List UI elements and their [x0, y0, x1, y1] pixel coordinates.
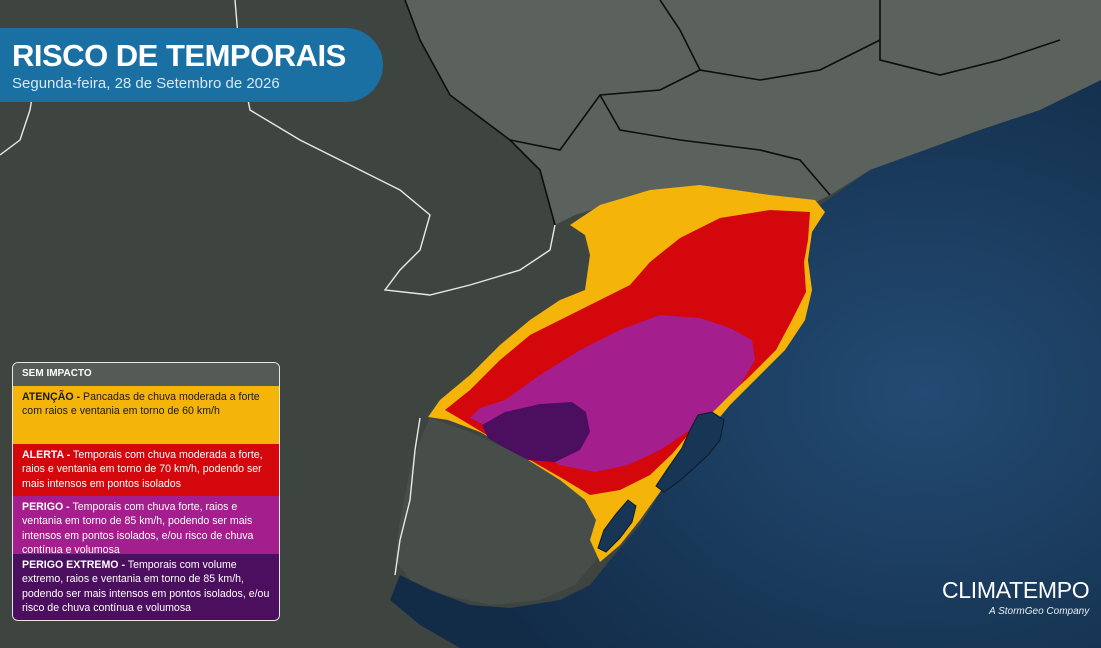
uruguay-land — [395, 418, 620, 605]
state-borders — [404, 0, 1061, 226]
ocean — [390, 80, 1101, 648]
legend-alert-label: ALERTA - — [22, 448, 71, 461]
brand-logo: CLIMATEMPO — [942, 577, 1090, 603]
page-subtitle: Segunda-feira, 28 de Setembro de 2026 — [12, 75, 280, 92]
risk-legend: SEM IMPACTO ATENÇÃO - Pancadas de chuva … — [12, 362, 280, 621]
legend-extreme-label: PERIGO EXTREMO - — [22, 558, 126, 571]
legend-danger-label: PERIGO - — [22, 500, 70, 513]
legend-attention-label: ATENÇÃO - — [22, 390, 81, 403]
lagoa-mirim — [597, 499, 637, 553]
legend-danger-text: Temporais com chuva forte, raios e venta… — [22, 500, 254, 557]
brand-tagline: A StormGeo Company — [989, 606, 1090, 617]
legend-none: SEM IMPACTO — [13, 363, 279, 386]
legend-danger: PERIGO - Temporais com chuva forte, raio… — [13, 495, 279, 557]
legend-alert-text: Temporais com chuva moderada a forte, ra… — [22, 448, 263, 490]
legend-attention-text: Pancadas de chuva moderada a forte com r… — [22, 390, 260, 418]
lagoa-dos-patos — [655, 411, 725, 493]
legend-extreme-text: Temporais com volume extremo, raios e ve… — [22, 558, 270, 615]
page-title: RISCO DE TEMPORAIS — [12, 38, 346, 73]
legend-alert: ALERTA - Temporais com chuva moderada a … — [13, 443, 279, 496]
zone-extreme — [482, 402, 590, 462]
legend-extreme: PERIGO EXTREMO - Temporais com volume ex… — [13, 553, 279, 620]
legend-attention: ATENÇÃO - Pancadas de chuva moderada a f… — [13, 385, 279, 444]
lagoons — [597, 411, 725, 553]
title-banner: RISCO DE TEMPORAIS Segunda-feira, 28 de … — [0, 28, 383, 102]
brazil-land — [405, 0, 1101, 225]
risk-zones — [428, 185, 825, 562]
